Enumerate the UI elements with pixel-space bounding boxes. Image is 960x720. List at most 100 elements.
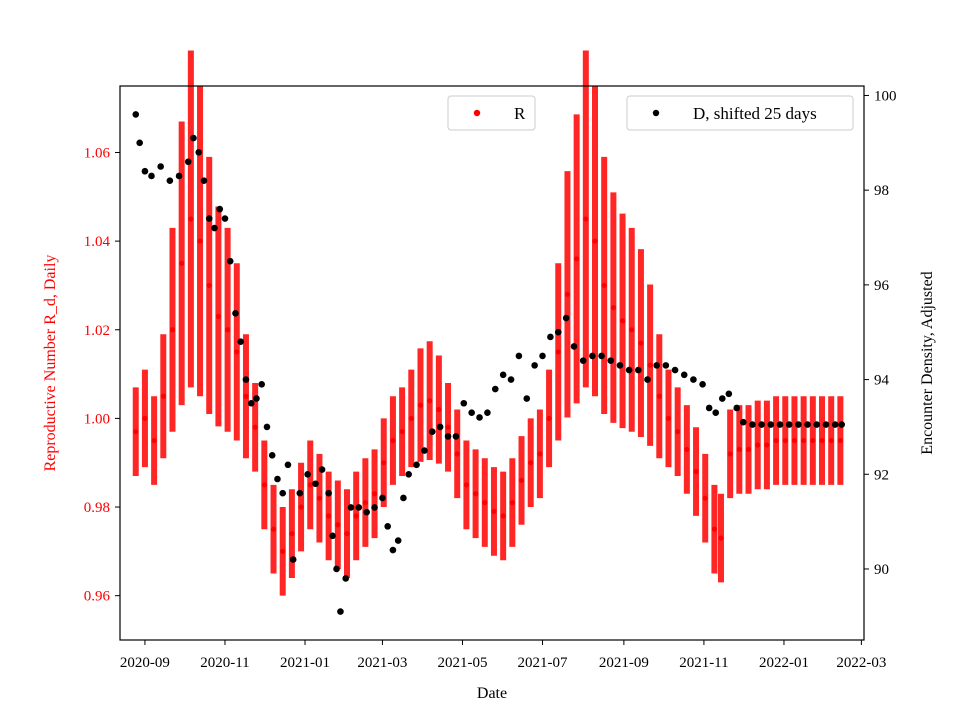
left-y-tick-label-4: 1.04 [84,234,111,250]
d-point-41 [379,494,386,502]
right-y-tick-label-4: 98 [874,183,889,199]
d-point-19 [247,399,255,407]
r-point-34 [445,424,451,430]
r-point-31 [417,402,424,408]
x-tick-label-1: 2020-11 [200,655,249,671]
d-point-93 [795,421,802,428]
d-point-65 [554,328,562,336]
d-point-1 [136,139,143,147]
d-point-80 [690,376,697,383]
r-point-35 [454,451,460,457]
d-point-94 [804,421,811,428]
r-point-9 [215,313,222,320]
r-point-46 [555,349,561,355]
r-point-65 [727,451,733,457]
right-y-tick-label-0: 90 [874,562,889,578]
r-point-49 [583,216,589,222]
r-point-44 [537,451,543,457]
legend-d: D, shifted 25 days [626,95,854,131]
d-point-5 [166,177,174,185]
r-point-16 [280,548,286,554]
r-point-11 [234,349,240,355]
r-point-23 [344,531,350,537]
r-point-77 [837,437,843,444]
d-point-43 [389,546,397,554]
r-point-13 [252,424,258,430]
d-point-78 [671,366,679,374]
d-point-7 [184,158,192,166]
left-y-tick-label-0: 0.96 [84,589,111,605]
d-point-95 [813,421,821,428]
r-point-38 [482,500,488,506]
d-point-40 [371,504,378,511]
r-point-56 [647,362,653,368]
right-y-tick-label-1: 92 [874,467,889,483]
d-point-17 [237,338,245,345]
x-tick-label-2: 2021-01 [280,655,330,671]
r-point-43 [528,460,534,466]
d-point-52 [452,433,460,440]
d-point-98 [838,421,845,428]
x-axis: 2020-09 2020-11 2021-01 2021-03 2021-05 2021-… [120,640,886,671]
d-point-90 [767,421,775,428]
d-point-82 [705,404,713,412]
r-point-68 [755,442,761,448]
left-y-tick-label-1: 0.98 [84,500,110,516]
d-point-47 [413,461,420,469]
r-point-58 [665,415,672,421]
r-series [133,216,843,554]
legend-r-label: R [514,104,526,123]
d-point-10 [200,177,208,185]
legend-d-box [626,95,854,131]
d-point-76 [653,362,660,369]
d-point-63 [539,352,546,360]
d-point-59 [507,376,515,383]
left-y-axis: 0.96 0.98 1.00 1.02 1.04 1.06 [84,145,120,605]
r-point-20 [316,495,323,501]
d-point-45 [400,494,407,502]
r-point-69 [764,442,770,448]
legend-d-label: D, shifted 25 days [693,104,817,123]
r-point-67 [745,446,752,453]
d-point-62 [531,362,538,369]
r-point-15 [270,526,277,532]
d-point-31 [318,466,326,473]
r-point-53 [619,318,626,324]
r-point-14 [261,482,267,488]
d-point-67 [570,343,578,350]
d-point-4 [157,163,164,170]
r-point-25 [362,500,368,506]
d-point-42 [384,523,391,530]
x-axis-label: Date [477,685,507,702]
d-point-14 [221,215,229,222]
d-point-89 [758,421,765,428]
r-point-74 [810,437,816,444]
d-point-61 [523,395,531,402]
r-point-29 [399,429,405,435]
right-y-tick-label-2: 94 [874,373,890,389]
r-point-17 [289,531,295,537]
r-point-32 [427,398,433,404]
r-point-36 [463,482,470,488]
r-point-1 [142,415,148,421]
r-point-0 [133,429,139,435]
d-point-23 [268,452,276,459]
d-point-9 [195,148,203,156]
r-point-62 [702,495,708,501]
d-point-66 [562,314,570,322]
r-point-57 [656,393,662,399]
left-y-axis-label: Reproductive Number R_d, Daily [42,255,59,472]
d-point-49 [428,428,436,435]
d-point-6 [175,172,183,180]
d-point-15 [226,257,234,265]
d-point-46 [405,470,412,478]
x-tick-label-5: 2021-07 [518,655,568,671]
d-point-57 [491,385,499,393]
d-point-21 [258,381,266,388]
d-point-29 [304,470,311,478]
r-point-10 [224,327,231,333]
r-point-75 [819,437,825,444]
d-point-83 [712,409,720,417]
x-tick-label-7: 2021-11 [679,655,728,671]
r-point-2 [151,437,157,444]
